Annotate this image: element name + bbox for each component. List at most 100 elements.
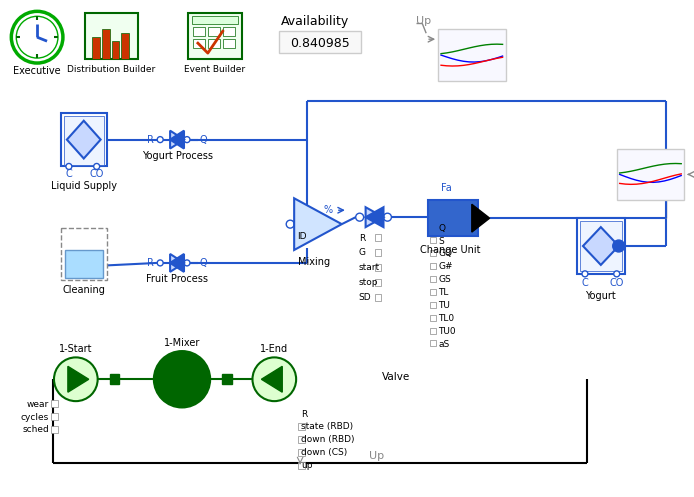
Text: Valve: Valve [382,372,411,382]
Text: C: C [582,278,589,288]
Text: S: S [438,237,444,246]
Polygon shape [366,207,384,227]
Bar [430,250,436,256]
Text: %: % [323,205,332,215]
Circle shape [158,137,163,143]
Circle shape [16,16,58,58]
Text: R: R [147,135,153,145]
Text: R: R [147,258,153,268]
Bar [438,29,505,81]
Bar [430,289,436,295]
Text: TL0: TL0 [438,314,454,323]
Polygon shape [68,366,89,392]
Bar [223,39,235,48]
Polygon shape [472,204,490,232]
Text: up: up [301,461,312,470]
Text: TL: TL [438,288,448,297]
Text: Yogurt: Yogurt [586,291,616,301]
Text: CO: CO [609,278,624,288]
Bar [51,413,58,420]
Text: sched: sched [22,425,49,434]
Text: CO: CO [90,169,104,179]
Bar [208,39,220,48]
Text: R: R [359,234,365,243]
Text: aS: aS [438,340,449,349]
Bar [154,374,164,384]
Circle shape [582,271,588,277]
Circle shape [54,357,98,401]
Text: Q: Q [199,135,207,145]
Text: 1-End: 1-End [260,344,289,354]
Text: GS: GS [438,275,451,284]
Text: 0.840985: 0.840985 [290,37,350,50]
Bar [430,315,436,321]
Circle shape [253,357,296,401]
Polygon shape [170,131,184,149]
Text: Yogurt Process: Yogurt Process [142,151,212,161]
Text: G: G [359,248,366,257]
Bar [51,400,58,407]
Text: Change Unit: Change Unit [420,245,480,255]
Bar [430,340,436,346]
Polygon shape [170,254,184,272]
Text: Executive: Executive [13,66,61,76]
Polygon shape [262,366,282,392]
Bar [110,374,119,384]
Circle shape [94,164,100,169]
Bar [192,16,237,24]
Bar [428,200,477,236]
Bar [430,302,436,308]
Bar [101,29,110,59]
Circle shape [154,351,210,407]
Polygon shape [67,121,101,159]
Bar [65,250,103,278]
Text: wear: wear [27,400,49,409]
Circle shape [184,137,190,143]
Circle shape [184,260,190,266]
Bar [298,423,305,430]
Bar [121,33,129,59]
Text: Q: Q [438,224,445,233]
Circle shape [66,164,72,169]
Text: down (CS): down (CS) [301,448,348,457]
Bar [92,37,100,59]
Text: SD: SD [359,293,371,302]
Bar [193,39,205,48]
Text: Liquid Supply: Liquid Supply [51,181,117,191]
Bar [430,224,436,230]
Bar [298,436,305,443]
Text: Up: Up [369,451,384,461]
Bar [375,249,382,256]
Bar [193,27,205,36]
Text: ID: ID [297,232,307,241]
Circle shape [11,11,63,63]
Bar [375,234,382,241]
Circle shape [613,240,625,252]
Text: 1-Mixer: 1-Mixer [164,338,200,348]
Bar [221,374,232,384]
Text: down (RBD): down (RBD) [301,435,355,444]
Text: Fruit Process: Fruit Process [146,274,208,284]
Bar [577,218,625,274]
Bar [298,449,305,456]
Text: TU: TU [438,301,450,310]
Text: Fa: Fa [441,183,451,193]
Circle shape [356,213,364,221]
Polygon shape [583,227,618,265]
Bar [430,328,436,333]
Text: G#: G# [438,262,452,271]
Bar [375,279,382,286]
Text: C: C [65,169,72,179]
Bar [430,276,436,282]
Bar [61,228,107,280]
Bar [64,116,103,166]
Bar [617,149,684,200]
Bar [375,294,382,301]
Bar [188,13,242,59]
Circle shape [286,220,294,228]
Text: start: start [359,263,380,272]
Circle shape [384,213,391,221]
Bar [430,263,436,269]
Polygon shape [294,198,342,250]
Text: cycles: cycles [21,413,49,421]
